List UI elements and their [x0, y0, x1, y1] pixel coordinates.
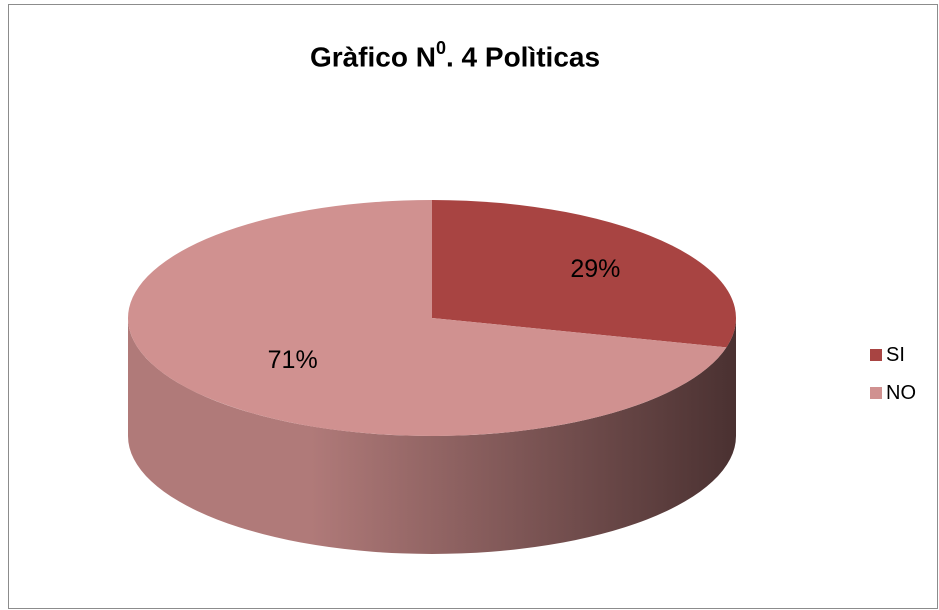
legend-label-si: SI	[886, 343, 905, 366]
data-label-si: 29%	[570, 255, 620, 283]
legend-item-no: NO	[870, 381, 916, 405]
legend-item-si: SI	[870, 343, 916, 367]
legend-swatch-si	[870, 349, 882, 361]
title-text-before: Gràfico N	[309, 41, 436, 73]
pie-top	[127, 200, 736, 436]
legend-swatch-no	[870, 387, 882, 399]
legend: SI NO	[870, 343, 916, 419]
chart-title: Gràfico N0. 4 Polìticas	[0, 38, 910, 73]
pie-data-labels: 29% 71%	[268, 255, 621, 374]
pie-side-surface	[128, 318, 736, 554]
pie-slice-no	[127, 200, 727, 436]
pie-side-wall	[128, 318, 736, 554]
title-superscript: 0	[435, 38, 446, 58]
data-label-no: 71%	[268, 346, 318, 374]
title-text-after: . 4 Polìticas	[445, 41, 601, 73]
legend-label-no: NO	[886, 381, 916, 404]
pie-slice-si	[432, 200, 736, 348]
